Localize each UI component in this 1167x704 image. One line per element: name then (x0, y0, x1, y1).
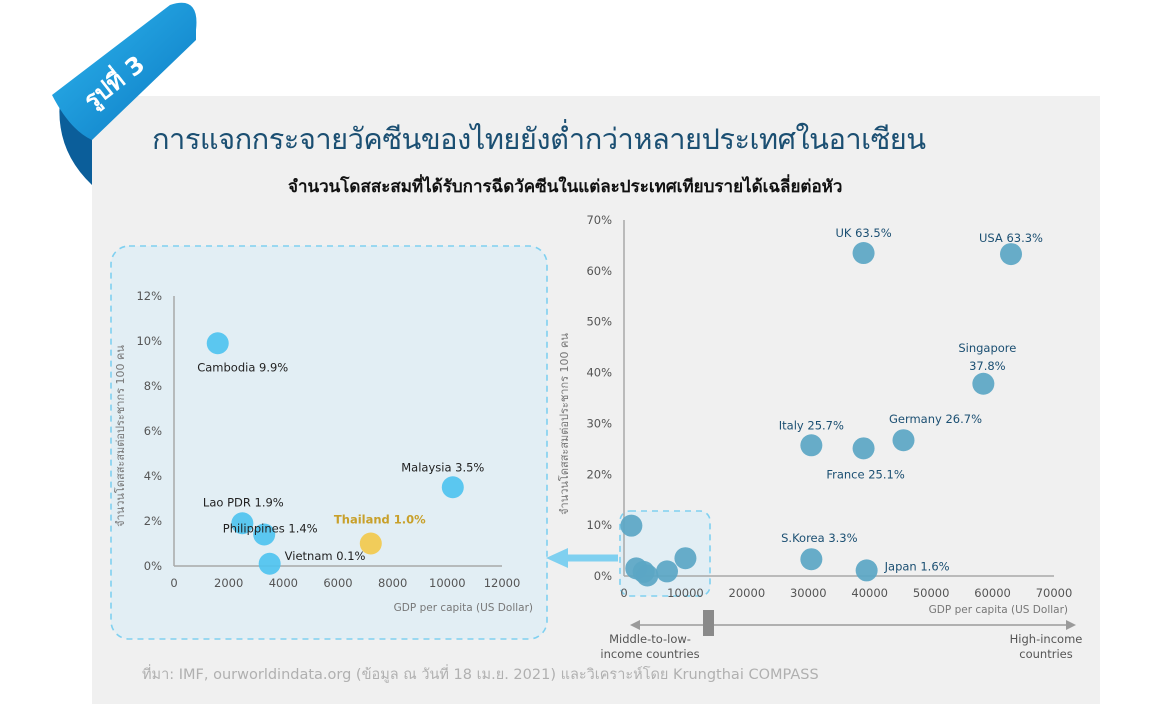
data-label: Singapore (958, 341, 1016, 355)
y-tick-label: 2% (144, 514, 162, 528)
data-label: Italy 25.7% (779, 418, 844, 432)
data-label: France 25.1% (826, 467, 905, 481)
data-label: UK 63.5% (835, 226, 891, 240)
data-point (231, 512, 254, 535)
x-tick-label: 20000 (729, 586, 766, 600)
data-point (892, 429, 915, 452)
income-axis-marker (703, 610, 714, 636)
data-point (852, 242, 875, 265)
y-tick-label: 4% (144, 469, 162, 483)
income-left-label-1: Middle-to-low- (609, 632, 691, 646)
data-point (206, 332, 229, 355)
y-tick-label: 20% (586, 467, 612, 481)
y-tick-label: 70% (586, 213, 612, 227)
y-tick-label: 0% (594, 569, 612, 583)
y-tick-label: 10% (586, 518, 612, 532)
y-tick-label: 8% (144, 379, 162, 393)
income-right-label-2: countries (1019, 647, 1072, 661)
figure-badge: รูปที่ 3 (52, 2, 197, 185)
y-tick-label: 0% (144, 559, 162, 573)
y-tick-label: 60% (586, 264, 612, 278)
data-point (800, 434, 823, 457)
x-tick-label: 10000 (667, 586, 704, 600)
y-axis-title: จำนวนโดสสะสมต่อประชากร 100 คน (113, 345, 127, 527)
x-axis-title: GDP per capita (US Dollar) (929, 604, 1068, 616)
data-label: Vietnam 0.1% (285, 549, 366, 563)
x-tick-label: 40000 (851, 586, 888, 600)
data-point (253, 523, 276, 546)
data-point (972, 372, 995, 395)
x-tick-label: 8000 (378, 576, 407, 590)
y-axis-title: จำนวนโดสสะสมต่อประชากร 100 คน (557, 333, 571, 515)
data-label: Thailand 1.0% (334, 513, 426, 527)
main-scatter-chart: 0 10000 20000 30000 40000 50000 60000 70000 0% 10… (557, 213, 1072, 616)
y-tick-label: 12% (136, 289, 162, 303)
x-tick-label: 10000 (429, 576, 466, 590)
y-tick-label: 10% (136, 334, 162, 348)
data-point (636, 564, 659, 587)
x-tick-label: 30000 (790, 586, 827, 600)
y-tick-label: 40% (586, 366, 612, 380)
income-axis-arrow-right (1066, 620, 1076, 630)
data-point (620, 514, 643, 537)
x-tick-label: 60000 (974, 586, 1011, 600)
data-point (1000, 243, 1022, 266)
data-label: Germany 26.7% (889, 412, 982, 426)
x-tick-label: 0 (620, 586, 627, 600)
y-tick-label: 50% (586, 315, 612, 329)
data-label: Lao PDR 1.9% (203, 495, 284, 509)
data-point (800, 548, 823, 571)
data-point (258, 552, 281, 575)
data-point (441, 476, 464, 499)
zoom-arrow-head (546, 548, 568, 568)
data-label: Malaysia 3.5% (401, 460, 484, 474)
x-tick-label: 2000 (214, 576, 243, 590)
data-label: Japan 1.6% (884, 559, 950, 573)
zoom-scatter-chart: 0 2000 4000 6000 8000 10000 12000 0% 2% 4% 6% 8% 10%… (113, 289, 533, 614)
source-note: ที่มา: IMF, ourworldindata.org (ข้อมูล ณ… (142, 667, 819, 683)
income-axis-arrow-left (630, 620, 640, 630)
x-tick-label: 0 (170, 576, 177, 590)
data-label: S.Korea 3.3% (781, 531, 858, 545)
x-tick-label: 50000 (913, 586, 950, 600)
data-label: USA 63.3% (979, 231, 1043, 245)
x-tick-label: 6000 (323, 576, 352, 590)
data-label: 37.8% (969, 359, 1006, 373)
x-tick-label: 70000 (1036, 586, 1073, 600)
chart-subtitle: จำนวนโดสสะสมที่ได้รับการฉีดวัคซีนในแต่ละ… (288, 177, 843, 197)
x-tick-label: 12000 (484, 576, 521, 590)
data-point (852, 437, 875, 460)
y-tick-label: 6% (144, 424, 162, 438)
x-tick-label: 4000 (269, 576, 298, 590)
data-point (359, 532, 382, 555)
data-label: Cambodia 9.9% (197, 360, 288, 374)
income-right-label-1: High-income (1010, 632, 1083, 646)
data-label: Philippines 1.4% (223, 522, 318, 536)
data-point (674, 547, 697, 570)
page-title: การแจกกระจายวัคซีนของไทยยังต่ำกว่าหลายปร… (152, 122, 926, 156)
data-point (656, 560, 678, 583)
data-point (855, 559, 878, 582)
income-left-label-2: income countries (600, 647, 699, 661)
y-tick-label: 30% (586, 416, 612, 430)
x-axis-title: GDP per capita (US Dollar) (394, 602, 533, 614)
